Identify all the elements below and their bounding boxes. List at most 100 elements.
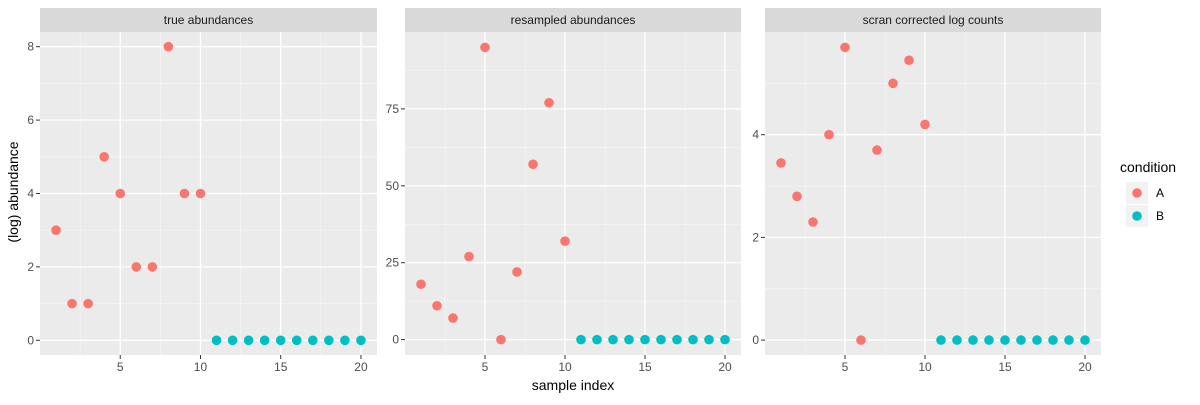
y-tick-label: 2 xyxy=(27,260,34,274)
legend-label: A xyxy=(1156,186,1164,200)
y-tick-label: 4 xyxy=(27,187,34,201)
data-point-a xyxy=(195,188,206,199)
data-point-a xyxy=(83,298,93,309)
data-point-a xyxy=(67,298,77,309)
y-tick-label: 50 xyxy=(386,179,400,193)
legend-title: condition xyxy=(1120,159,1176,175)
data-point-a xyxy=(51,225,61,236)
data-point-b xyxy=(211,335,222,346)
data-point-b xyxy=(1016,335,1026,345)
data-point-b xyxy=(308,335,318,346)
y-tick-label: 6 xyxy=(27,113,34,127)
data-point-b xyxy=(243,335,254,346)
data-point-a xyxy=(147,262,158,272)
data-point-b xyxy=(936,335,946,345)
data-point-b xyxy=(275,335,286,346)
data-point-b xyxy=(259,335,270,346)
data-point-a xyxy=(480,42,490,53)
data-point-a xyxy=(856,335,866,345)
data-point-b xyxy=(1048,335,1058,345)
y-tick-label: 4 xyxy=(752,128,759,142)
panel-title: scran corrected log counts xyxy=(863,13,1004,27)
data-point-b xyxy=(356,335,366,346)
y-axis-label: (log) abundance xyxy=(5,141,21,242)
panel-strip xyxy=(765,8,1101,32)
data-point-a xyxy=(131,262,142,272)
x-tick-label: 10 xyxy=(918,360,932,374)
data-point-b xyxy=(1000,335,1010,345)
data-point-b xyxy=(291,335,302,346)
x-tick-label: 15 xyxy=(638,360,652,374)
data-point-b xyxy=(608,334,618,345)
y-tick-label: 8 xyxy=(27,40,34,54)
data-point-a xyxy=(872,145,882,155)
x-tick-label: 20 xyxy=(718,360,732,374)
data-point-b xyxy=(672,334,682,345)
x-tick-label: 5 xyxy=(842,360,849,374)
data-point-a xyxy=(560,236,570,246)
data-point-b xyxy=(227,335,238,346)
data-point-b xyxy=(576,334,586,345)
data-point-b xyxy=(1080,335,1090,345)
data-point-b xyxy=(984,335,994,345)
data-point-b xyxy=(1032,335,1042,345)
data-point-a xyxy=(163,41,174,52)
data-point-b xyxy=(1064,335,1074,345)
x-tick-label: 15 xyxy=(998,360,1012,374)
legend-key-a xyxy=(1132,188,1142,198)
data-point-b xyxy=(688,334,698,345)
panel-background xyxy=(405,32,741,355)
panel-strip xyxy=(40,8,377,32)
y-tick-label: 2 xyxy=(752,230,759,244)
data-point-b xyxy=(324,335,334,346)
data-point-a xyxy=(179,188,190,199)
legend: condition AB xyxy=(1120,159,1176,227)
legend-label: B xyxy=(1156,209,1164,223)
panel-title: resampled abundances xyxy=(511,13,636,27)
y-tick-label: 25 xyxy=(386,256,400,270)
x-axis-label: sample index xyxy=(532,377,615,393)
data-point-a xyxy=(416,279,426,290)
y-tick-label: 75 xyxy=(386,102,400,116)
data-point-a xyxy=(904,55,914,66)
data-point-a xyxy=(544,97,554,108)
data-point-a xyxy=(115,188,126,199)
data-point-a xyxy=(496,334,506,345)
y-tick-label: 0 xyxy=(27,333,34,347)
data-point-a xyxy=(432,300,442,311)
data-point-a xyxy=(792,191,802,202)
data-point-a xyxy=(776,158,786,168)
data-point-b xyxy=(968,335,978,345)
data-point-a xyxy=(888,78,898,89)
data-point-b xyxy=(704,334,714,345)
data-point-b xyxy=(640,334,650,345)
x-tick-label: 10 xyxy=(194,360,208,374)
data-point-a xyxy=(528,159,538,170)
panel-background xyxy=(765,32,1101,355)
data-point-a xyxy=(512,267,522,277)
data-point-b xyxy=(340,335,350,346)
data-point-a xyxy=(824,129,834,140)
x-tick-label: 20 xyxy=(1078,360,1092,374)
data-point-b xyxy=(952,335,962,345)
x-tick-label: 5 xyxy=(482,360,489,374)
data-point-a xyxy=(464,251,474,262)
legend-key-b xyxy=(1132,211,1142,221)
data-point-a xyxy=(840,42,850,53)
panel-3: scran corrected log counts 5 10 15 20 0 2 4 xyxy=(752,8,1101,374)
data-point-a xyxy=(920,119,930,130)
data-point-b xyxy=(720,334,730,345)
data-point-a xyxy=(448,313,458,323)
data-point-a xyxy=(808,217,818,227)
legend-keys: AB xyxy=(1126,182,1164,227)
panel-2: resampled abundances 5 10 15 20 0 25 50 75 xyxy=(386,8,741,374)
data-point-b xyxy=(624,334,634,345)
panel-title: true abundances xyxy=(164,13,253,27)
panel-strip xyxy=(405,8,741,32)
data-point-a xyxy=(99,151,109,162)
y-tick-label: 0 xyxy=(752,333,759,347)
data-point-b xyxy=(656,334,666,345)
